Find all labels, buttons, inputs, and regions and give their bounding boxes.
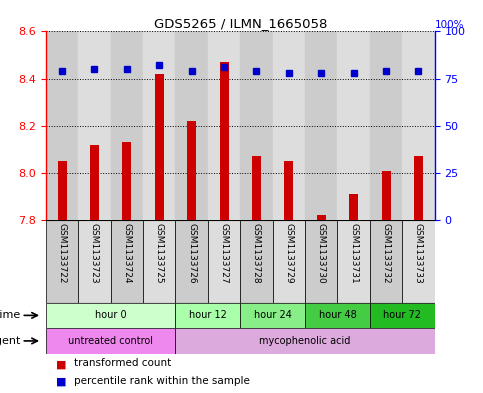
Text: ■: ■	[56, 377, 66, 387]
Bar	[241, 220, 273, 303]
Bar	[370, 220, 402, 303]
Bar	[175, 328, 435, 354]
Text: GSM1133731: GSM1133731	[349, 222, 358, 283]
Bar	[78, 31, 111, 220]
Text: untreated control: untreated control	[68, 336, 153, 346]
Bar	[338, 31, 370, 220]
Bar	[370, 303, 435, 328]
Text: GSM1133732: GSM1133732	[382, 222, 391, 283]
Bar	[220, 62, 228, 220]
Text: GSM1133723: GSM1133723	[90, 222, 99, 283]
Bar	[349, 194, 358, 220]
Bar	[252, 156, 261, 220]
Bar	[241, 303, 305, 328]
Bar	[143, 31, 175, 220]
Bar	[175, 303, 240, 328]
Bar	[338, 220, 370, 303]
Text: agent: agent	[0, 336, 21, 346]
Text: GSM1133726: GSM1133726	[187, 222, 196, 283]
Text: hour 24: hour 24	[254, 310, 292, 320]
Bar	[241, 31, 273, 220]
Text: percentile rank within the sample: percentile rank within the sample	[74, 376, 250, 386]
Text: GSM1133729: GSM1133729	[284, 222, 293, 283]
Bar	[155, 74, 164, 220]
Text: 100%: 100%	[435, 20, 464, 29]
Text: hour 12: hour 12	[189, 310, 227, 320]
Bar	[305, 31, 338, 220]
Text: hour 48: hour 48	[319, 310, 356, 320]
Text: GSM1133722: GSM1133722	[57, 222, 67, 283]
Bar	[414, 156, 423, 220]
Bar	[111, 220, 143, 303]
Bar	[46, 31, 78, 220]
Text: time: time	[0, 310, 21, 320]
Bar	[175, 220, 208, 303]
Bar	[46, 328, 175, 354]
Text: GSM1133725: GSM1133725	[155, 222, 164, 283]
Bar	[187, 121, 196, 220]
Bar	[402, 220, 435, 303]
Text: GSM1133727: GSM1133727	[220, 222, 228, 283]
Bar	[208, 220, 241, 303]
Bar	[382, 171, 391, 220]
Bar	[175, 31, 208, 220]
Bar	[90, 145, 99, 220]
Bar	[284, 161, 294, 220]
Text: GSM1133730: GSM1133730	[317, 222, 326, 283]
Bar	[143, 220, 175, 303]
Text: GSM1133728: GSM1133728	[252, 222, 261, 283]
Text: GSM1133733: GSM1133733	[414, 222, 423, 283]
Text: GSM1133724: GSM1133724	[122, 222, 131, 283]
Bar	[370, 31, 402, 220]
Text: ■: ■	[56, 360, 66, 369]
Bar	[402, 31, 435, 220]
Bar	[305, 303, 370, 328]
Text: mycophenolic acid: mycophenolic acid	[259, 336, 351, 346]
Bar	[273, 31, 305, 220]
Text: transformed count: transformed count	[74, 358, 171, 368]
Bar	[78, 220, 111, 303]
Title: GDS5265 / ILMN_1665058: GDS5265 / ILMN_1665058	[154, 17, 327, 30]
Bar	[46, 220, 78, 303]
Bar	[57, 161, 67, 220]
Bar	[122, 142, 131, 220]
Text: hour 0: hour 0	[95, 310, 127, 320]
Bar	[208, 31, 241, 220]
Text: hour 72: hour 72	[384, 310, 421, 320]
Bar	[305, 220, 338, 303]
Bar	[273, 220, 305, 303]
Bar	[317, 215, 326, 220]
Bar	[111, 31, 143, 220]
Bar	[46, 303, 175, 328]
